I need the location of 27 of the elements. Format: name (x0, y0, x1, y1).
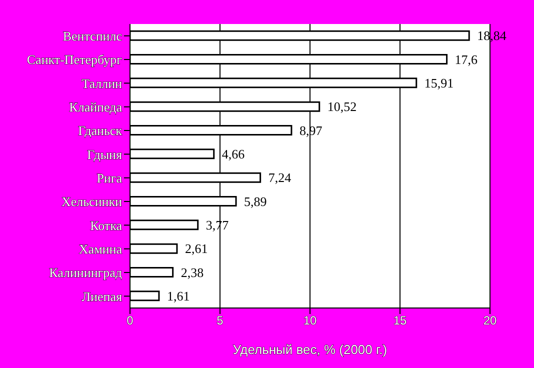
y-tick-label: Таллин (82, 76, 122, 91)
data-label: 2,38 (180, 264, 204, 280)
x-tick-label: 20 (483, 314, 497, 328)
x-tick-label: 10 (303, 314, 317, 328)
y-tick-label: Калининград (49, 265, 122, 280)
x-tick-label: 0 (126, 314, 134, 328)
data-label: 17,6 (454, 52, 478, 67)
y-tick-label: Хельсинки (61, 194, 122, 210)
data-label: 15,91 (424, 76, 454, 91)
y-tick-label: Клайпеда (69, 99, 122, 114)
x-tick-label: 5 (216, 314, 224, 328)
data-label: 7,24 (268, 170, 292, 186)
y-tick-label: Рига (96, 170, 122, 186)
y-tick-label: Вентспилс (62, 28, 122, 44)
data-label: 2,61 (184, 241, 208, 256)
data-label: 5,89 (244, 194, 267, 209)
y-tick-label: Гданьск (78, 123, 123, 138)
data-label: 1,61 (166, 288, 190, 304)
y-tick-label: Гдыня (87, 146, 122, 162)
y-tick-label: Котка (90, 218, 122, 233)
y-tick-label: Санкт-Петербург (26, 52, 122, 68)
y-tick-label: Хамина (78, 241, 122, 256)
data-label: 10,52 (327, 99, 357, 114)
y-tick-label: Лиепая (82, 288, 122, 304)
x-axis-title: Удельный вес, % (2000 г.) (232, 342, 388, 357)
x-tick-label: 15 (393, 314, 407, 328)
data-label: 4,66 (222, 146, 246, 162)
